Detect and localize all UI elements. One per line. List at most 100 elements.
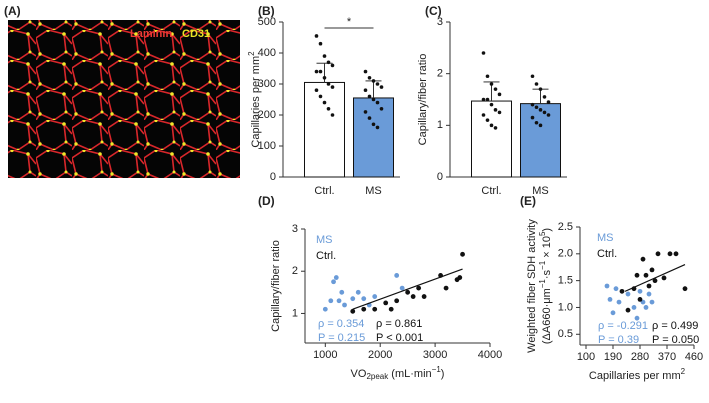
y-tick-label: 0: [437, 171, 443, 183]
panel-label: (A): [4, 4, 21, 18]
data-point: [625, 291, 631, 297]
data-point: [322, 306, 328, 312]
data-point: [538, 108, 543, 112]
y-axis-label-part: 2: [247, 51, 256, 56]
data-point: [388, 306, 394, 312]
data-point: [489, 123, 494, 128]
data-point: [497, 92, 502, 97]
data-point: [336, 298, 342, 304]
y-axis-label-part: (ΔA660·μm: [541, 288, 553, 344]
data-point: [610, 310, 616, 316]
data-point: [646, 291, 652, 297]
stat-label: P = 0.050: [652, 334, 699, 346]
stat-label: ρ = 0.861: [376, 318, 422, 330]
data-point: [416, 285, 422, 291]
data-point: [363, 110, 368, 114]
legend-label: Ctrl.: [316, 250, 336, 262]
data-point: [530, 74, 535, 79]
data-point: [649, 267, 655, 273]
data-point: [399, 285, 405, 291]
panel-label: (B): [258, 4, 275, 18]
data-point: [350, 308, 356, 314]
data-point: [661, 275, 667, 281]
data-point: [322, 54, 327, 58]
y-tick-label: 2: [292, 265, 298, 277]
data-point: [493, 108, 498, 112]
x-tick-label: Ctrl.: [481, 185, 501, 197]
bar: [353, 97, 394, 178]
data-point: [328, 298, 334, 304]
data-point: [613, 286, 619, 292]
data-point: [643, 272, 649, 278]
x-axis-label-part: ): [441, 368, 445, 380]
data-point: [314, 69, 319, 74]
data-point: [538, 87, 543, 91]
data-point: [489, 82, 494, 86]
data-point: [625, 307, 631, 313]
y-tick-label: 2.5: [558, 221, 573, 233]
data-point: [538, 123, 543, 128]
data-point: [673, 251, 679, 257]
data-point: [339, 289, 345, 295]
data-point: [655, 251, 661, 257]
y-tick-label: 500: [258, 16, 276, 28]
y-tick-label: 1: [292, 307, 298, 319]
data-point: [667, 251, 673, 257]
data-point: [530, 115, 535, 120]
data-point: [546, 100, 551, 104]
legend-label: Ctrl.: [597, 248, 617, 260]
data-point: [375, 82, 380, 86]
data-point: [363, 69, 368, 74]
data-point: [631, 305, 637, 310]
data-point: [481, 113, 486, 117]
data-point: [342, 302, 347, 308]
legend-label: MS: [316, 234, 333, 246]
data-point: [330, 85, 335, 89]
data-point: [367, 116, 372, 120]
y-tick-label: 400: [258, 47, 276, 59]
bar: [304, 81, 345, 178]
data-point: [460, 251, 465, 257]
y-axis-label-part: ·s: [541, 269, 553, 279]
data-point: [322, 76, 327, 80]
y-axis-label: Capillary/fiber ratio: [417, 54, 429, 146]
legend-label: MS: [597, 232, 614, 244]
stat-label: P = 0.39: [598, 334, 639, 346]
x-tick-label: 3000: [423, 349, 447, 361]
y-tick-label: 2: [437, 68, 443, 80]
data-point: [604, 283, 610, 289]
x-axis-label-part: 2peak: [366, 372, 389, 381]
data-point: [530, 102, 535, 107]
bar: [520, 103, 561, 178]
data-point: [640, 256, 646, 262]
stain-label: CD31: [182, 28, 210, 40]
data-point: [481, 51, 486, 55]
y-axis-label: (ΔA660·μm−1·s−1 × 105): [538, 228, 553, 344]
y-tick-label: 1.0: [558, 301, 573, 313]
y-axis-label-part: Capillaries per mm: [250, 56, 262, 148]
data-point: [637, 288, 643, 294]
significance-label: *: [347, 16, 352, 28]
data-point: [372, 294, 378, 299]
x-axis-label-part: −1: [432, 365, 442, 374]
stain-label: Laminin: [130, 28, 172, 40]
y-tick-label: 0: [270, 171, 276, 183]
data-point: [318, 41, 323, 46]
y-axis-label: Capillaries per mm2: [247, 51, 262, 148]
x-tick-label: 280: [631, 351, 649, 363]
y-axis-label-part: Weighted fiber SDH activity: [526, 219, 538, 353]
data-point: [322, 100, 327, 105]
x-tick-label: MS: [365, 185, 382, 197]
data-point: [607, 297, 613, 302]
stat-label: ρ = 0.499: [652, 320, 698, 332]
x-axis-label: VO2peak (mL·min−1): [351, 365, 445, 381]
data-point: [443, 285, 449, 291]
x-axis-label-part: Capillaries per mm: [589, 370, 681, 382]
y-tick-label: 1: [437, 119, 443, 131]
y-axis-label: Weighted fiber SDH activity: [526, 219, 538, 353]
data-point: [318, 69, 323, 74]
x-tick-label: MS: [532, 185, 549, 197]
data-point: [372, 306, 378, 312]
y-tick-label: 100: [258, 140, 276, 152]
data-point: [405, 289, 411, 295]
